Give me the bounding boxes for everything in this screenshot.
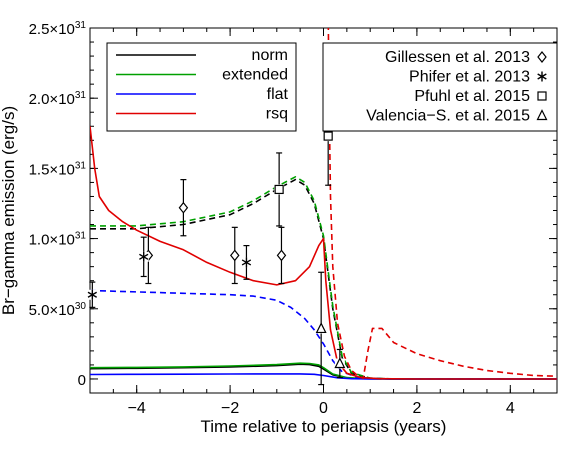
- y-tick-label: 0: [78, 372, 86, 389]
- observation-point: [87, 281, 98, 308]
- series-rsq-solid: [90, 126, 557, 380]
- diamond-marker: [276, 249, 287, 262]
- x-tick-label: 2: [412, 400, 421, 417]
- legend-triangle-marker: [536, 109, 548, 121]
- legend-observations-box: [322, 42, 558, 132]
- square-marker: [323, 131, 333, 141]
- y-tick-label: 2.0×1031: [29, 90, 87, 108]
- observations-layer: [87, 86, 346, 386]
- observation-point: [334, 348, 346, 379]
- square-marker: [537, 91, 547, 101]
- legend-models-box: [106, 42, 297, 132]
- legend-observations: Gillessen et al. 2013 Phifer et al. 2013 P…: [322, 42, 558, 132]
- observation-point: [138, 236, 149, 278]
- legend-label-norm: norm: [252, 47, 288, 64]
- observation-point: [178, 179, 189, 237]
- legend-label-triangle: Valencia−S. et al. 2015: [366, 108, 530, 125]
- asterisk-stroke: [87, 291, 98, 298]
- legend-label-flat: flat: [267, 86, 289, 103]
- y-tick-label: 1.5×1031: [29, 160, 87, 178]
- diamond-marker: [178, 201, 189, 214]
- series-flat-dashed: [90, 289, 557, 380]
- y-tick-label: 2.5×1031: [29, 20, 87, 38]
- legend-label-square: Pfuhl et al. 2015: [414, 88, 530, 105]
- x-tick-label: −4: [128, 400, 146, 417]
- diamond-marker: [230, 249, 240, 262]
- marker-backing: [276, 250, 287, 261]
- marker-backing: [178, 202, 189, 213]
- observation-point: [229, 226, 240, 285]
- legend-diamond-marker: [537, 51, 547, 63]
- triangle-marker: [315, 322, 327, 334]
- legend-label-extended: extended: [222, 67, 288, 84]
- x-tick-label: −2: [221, 400, 239, 417]
- series-flat-solid: [90, 373, 557, 380]
- marker-backing: [229, 250, 240, 261]
- marker-backing: [323, 131, 334, 142]
- series-extended-dashed: [90, 176, 557, 380]
- diamond-marker: [276, 249, 287, 262]
- square-marker: [274, 184, 284, 195]
- triangle-marker: [334, 357, 346, 369]
- observation-point: [276, 226, 287, 285]
- series-rsq-dashed: [327, 28, 557, 380]
- series-norm-dashed: [90, 178, 557, 380]
- series-extended-solid: [90, 362, 557, 380]
- series-layer: [90, 28, 557, 380]
- y-axis-label: Br−gamma emission (erg/s): [0, 106, 18, 315]
- square-marker: [323, 131, 333, 141]
- plot-area: 0 5.0×1030 1.0×1031 1.5×1031 2.0×1031 2.5×103…: [29, 20, 558, 417]
- triangle-marker: [536, 109, 548, 121]
- y-tick-label: 5.0×1030: [29, 301, 87, 319]
- x-tick-label: 4: [506, 400, 515, 417]
- x-axis-label: Time relative to periapsis (years): [201, 417, 447, 436]
- diamond-marker: [537, 51, 547, 63]
- x-tick-label: 0: [319, 400, 328, 417]
- asterisk-stroke: [537, 73, 547, 80]
- marker-backing: [316, 323, 327, 334]
- square-marker: [274, 184, 284, 195]
- observation-point: [241, 244, 252, 280]
- asterisk-stroke: [139, 253, 149, 260]
- triangle-marker: [334, 357, 346, 369]
- diamond-marker: [230, 249, 240, 262]
- legend-label-diamond: Gillessen et al. 2013: [385, 49, 530, 66]
- asterisk-marker: [241, 257, 252, 268]
- marker-backing: [334, 358, 345, 369]
- observation-point: [274, 152, 285, 227]
- legend-square-marker: [537, 91, 547, 101]
- y-tick-label: 1.0×1031: [29, 231, 87, 249]
- asterisk-marker: [139, 251, 149, 262]
- legend-models: norm extended flat rsq: [106, 42, 297, 132]
- asterisk-marker: [87, 289, 98, 300]
- triangle-marker: [315, 322, 327, 334]
- marker-backing: [274, 184, 285, 195]
- legend-label-rsq: rsq: [266, 106, 288, 123]
- x-axis: −4 −2 0 2 4: [89, 28, 558, 417]
- legend-label-asterisk: Phifer et al. 2013: [409, 69, 530, 86]
- observation-point: [315, 271, 327, 386]
- y-axis: 0 5.0×1030 1.0×1031 1.5×1031 2.0×1031 2.5×103…: [29, 20, 557, 389]
- diamond-marker: [178, 201, 189, 214]
- asterisk-stroke: [241, 259, 252, 266]
- legend-asterisk-marker: [537, 71, 547, 82]
